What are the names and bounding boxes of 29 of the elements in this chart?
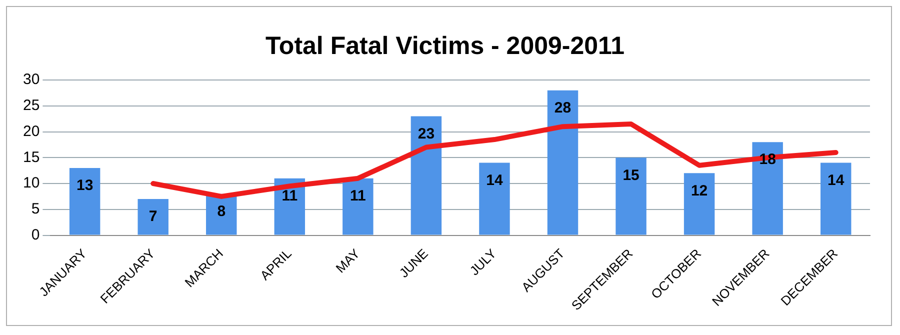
- bar: [342, 178, 374, 235]
- data-label: 28: [554, 99, 572, 116]
- data-label: 7: [148, 208, 158, 226]
- bar: [684, 173, 715, 235]
- bar: [410, 116, 442, 235]
- data-label: 23: [418, 125, 435, 142]
- y-tick-label: 15: [22, 148, 40, 166]
- data-label: 13: [76, 177, 94, 194]
- bar: [752, 142, 783, 235]
- chart-title: Total Fatal Victims - 2009-2011: [266, 32, 625, 60]
- bar: [616, 158, 646, 235]
- y-tick-label: 0: [31, 226, 40, 244]
- data-label: 14: [486, 172, 504, 189]
- data-label: 11: [282, 187, 298, 204]
- y-tick-label: 30: [22, 71, 40, 88]
- data-label: 8: [217, 203, 226, 220]
- data-label: 15: [622, 166, 640, 184]
- bar: [820, 162, 852, 235]
- bar: [69, 168, 100, 235]
- data-label: 12: [690, 182, 708, 200]
- bar: [479, 162, 510, 235]
- bar: [547, 90, 578, 235]
- data-label: 14: [828, 172, 845, 189]
- y-tick-label: 25: [22, 97, 40, 114]
- data-label: 11: [350, 187, 366, 204]
- y-tick-label: 10: [22, 174, 40, 192]
- bar: [138, 199, 168, 235]
- y-tick-label: 20: [22, 122, 40, 140]
- y-tick-label: 5: [31, 200, 40, 218]
